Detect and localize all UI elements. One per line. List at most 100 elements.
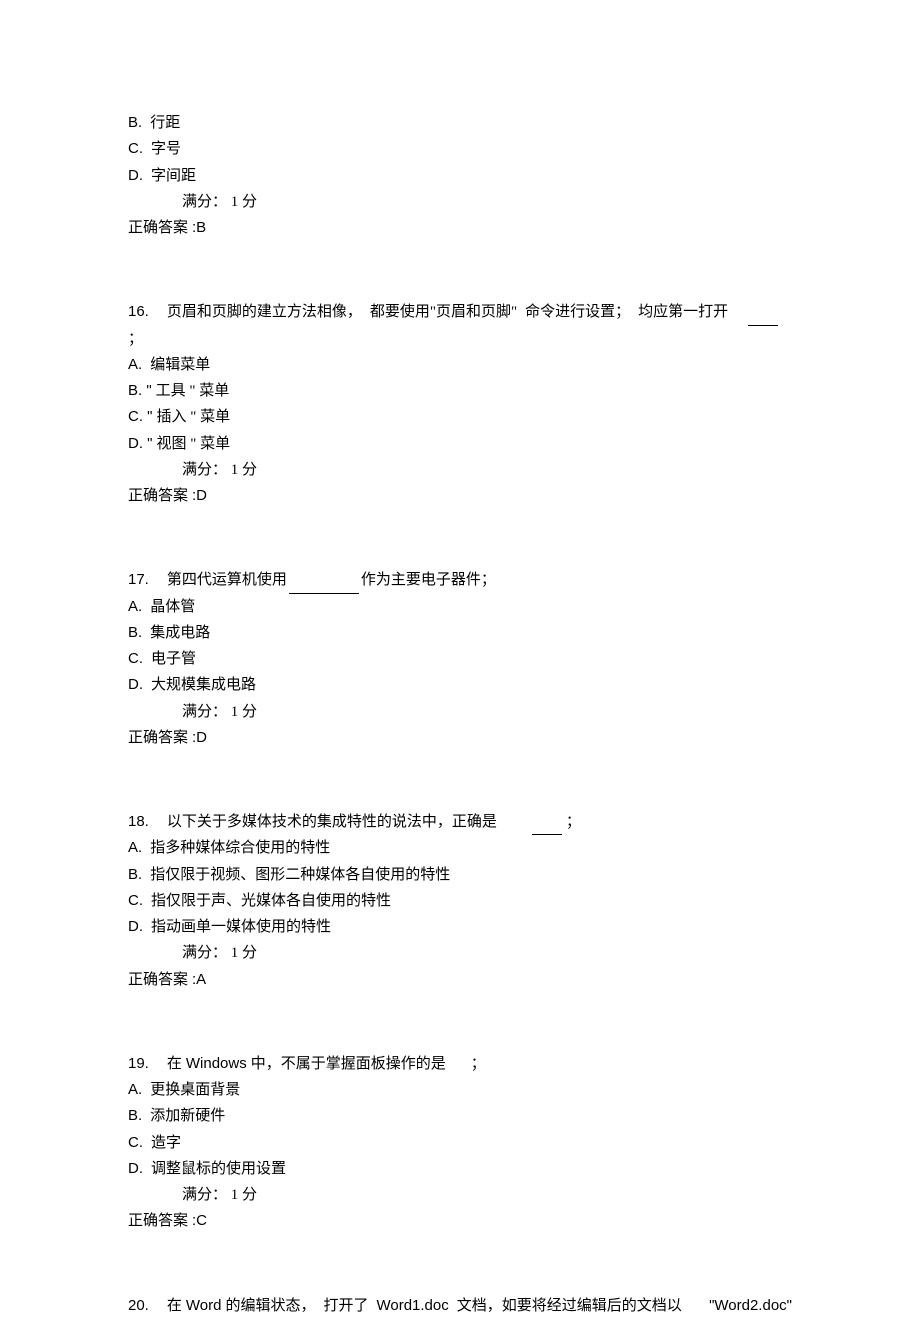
option-c: C. 造字 — [128, 1130, 792, 1156]
option-label: C. " — [128, 404, 153, 430]
option-text: 指仅限于视频、图形二种媒体各自使用的特性 — [150, 862, 450, 888]
option-label: D. — [128, 1156, 143, 1182]
fill-blank — [289, 567, 359, 593]
option-c: C. 字号 — [128, 136, 792, 162]
answer-value: :A — [192, 971, 206, 988]
question-text: 命令进行设置； — [525, 299, 630, 325]
option-label: A. — [128, 1077, 142, 1103]
option-b: B. 行距 — [128, 110, 792, 136]
question-number: 20. — [128, 1293, 149, 1319]
option-d: D. 指动画单一媒体使用的特性 — [128, 914, 792, 940]
option-label: B. " — [128, 378, 152, 404]
question-header: 19. 在 Windows 中，不属于掌握面板操作的是 ； — [128, 1051, 792, 1077]
question-text: "Word2.doc" — [709, 1293, 792, 1319]
option-a: A. 指多种媒体综合使用的特性 — [128, 835, 792, 861]
option-label: B. — [128, 110, 142, 136]
question-text: 的编辑状态， — [225, 1293, 315, 1319]
option-label: D. — [128, 672, 143, 698]
option-b: B. 指仅限于视频、图形二种媒体各自使用的特性 — [128, 862, 792, 888]
question-15: B. 行距 C. 字号 D. 字间距 满分： 1 分 正确答案:B — [128, 110, 792, 241]
option-d: D. 大规模集成电路 — [128, 672, 792, 698]
option-text: 电子管 — [151, 646, 196, 672]
question-header: 18. 以下关于多媒体技术的集成特性的说法中，正确是 ； — [128, 809, 792, 835]
option-label: C. — [128, 136, 143, 162]
question-text: 作为主要电子器件； — [361, 567, 496, 593]
question-header: 20. 在 Word 的编辑状态， 打开了 Word1.doc 文档，如要将经过… — [128, 1293, 682, 1319]
answer-prefix: 正确答案 — [128, 1213, 188, 1229]
fill-blank — [532, 809, 562, 835]
question-16: 16. 页眉和页脚的建立方法相像， 都要使用"页眉和页脚" 命令进行设置； 均应… — [128, 299, 792, 509]
option-text: 插入 " 菜单 — [157, 404, 231, 430]
option-text: 造字 — [151, 1130, 181, 1156]
answer-line: 正确答案:D — [128, 725, 792, 751]
question-text: 第四代运算机使用 — [167, 567, 287, 593]
answer-line: 正确答案:C — [128, 1208, 792, 1234]
question-text: 都要使用"页眉和页脚" — [370, 299, 517, 325]
option-text: 集成电路 — [150, 620, 210, 646]
option-label: D. " — [128, 431, 153, 457]
option-label: D. — [128, 914, 143, 940]
question-number: 18. — [128, 809, 149, 835]
option-a: A. 更换桌面背景 — [128, 1077, 792, 1103]
question-19: 19. 在 Windows 中，不属于掌握面板操作的是 ； A. 更换桌面背景 … — [128, 1051, 792, 1235]
option-text: 视图 " 菜单 — [157, 431, 231, 457]
question-text: Word1.doc — [376, 1293, 448, 1319]
option-d: D. 调整鼠标的使用设置 — [128, 1156, 792, 1182]
question-number: 17. — [128, 567, 149, 593]
score-line: 满分： 1 分 — [128, 189, 792, 215]
option-text: 调整鼠标的使用设置 — [151, 1156, 286, 1182]
option-c: C. 指仅限于声、光媒体各自使用的特性 — [128, 888, 792, 914]
question-text: 文档，如要将经过编辑后的文档以 — [457, 1293, 682, 1319]
option-text: 工具 " 菜单 — [156, 378, 230, 404]
question-text: Windows — [186, 1051, 247, 1077]
option-d: D. 字间距 — [128, 163, 792, 189]
option-text: 大规模集成电路 — [151, 672, 256, 698]
option-text: 指动画单一媒体使用的特性 — [151, 914, 331, 940]
question-17: 17. 第四代运算机使用 作为主要电子器件； A. 晶体管 B. 集成电路 C.… — [128, 567, 792, 751]
question-text: 中，不属于掌握面板操作的是 — [251, 1051, 446, 1077]
option-a: A. 编辑菜单 — [128, 352, 792, 378]
question-text: ； — [128, 326, 143, 352]
answer-value: :C — [192, 1212, 207, 1229]
question-text: ； — [471, 1051, 486, 1077]
question-text: 在 — [167, 1051, 182, 1077]
answer-value: :D — [192, 729, 207, 746]
option-text: 字号 — [151, 136, 181, 162]
question-header: 17. 第四代运算机使用 作为主要电子器件； — [128, 567, 792, 593]
question-number: 19. — [128, 1051, 149, 1077]
question-text: 以下关于多媒体技术的集成特性的说法中，正确是 — [167, 809, 497, 835]
answer-line: 正确答案:D — [128, 483, 792, 509]
option-label: D. — [128, 163, 143, 189]
answer-line: 正确答案:B — [128, 215, 792, 241]
option-label: B. — [128, 862, 142, 888]
option-b: B. 添加新硬件 — [128, 1103, 792, 1129]
question-text: Word — [186, 1293, 222, 1319]
answer-prefix: 正确答案 — [128, 972, 188, 988]
option-b: B. 集成电路 — [128, 620, 792, 646]
fill-blank — [748, 299, 778, 325]
question-header: 16. 页眉和页脚的建立方法相像， 都要使用"页眉和页脚" 命令进行设置； 均应… — [128, 299, 792, 352]
question-text: 打开了 — [323, 1293, 368, 1319]
answer-value: :B — [192, 219, 206, 236]
question-text: ； — [566, 809, 581, 835]
score-line: 满分： 1 分 — [128, 457, 792, 483]
question-number: 16. — [128, 299, 149, 325]
answer-line: 正确答案:A — [128, 967, 792, 993]
question-text: 均应第一打开 — [638, 299, 728, 325]
option-text: 指多种媒体综合使用的特性 — [150, 835, 330, 861]
score-line: 满分： 1 分 — [128, 940, 792, 966]
answer-value: :D — [192, 487, 207, 504]
option-c: C. 电子管 — [128, 646, 792, 672]
answer-prefix: 正确答案 — [128, 730, 188, 746]
answer-prefix: 正确答案 — [128, 488, 188, 504]
option-text: 指仅限于声、光媒体各自使用的特性 — [151, 888, 391, 914]
option-text: 添加新硬件 — [150, 1103, 225, 1129]
answer-prefix: 正确答案 — [128, 220, 188, 236]
option-text: 行距 — [150, 110, 180, 136]
option-label: C. — [128, 888, 143, 914]
option-text: 编辑菜单 — [150, 352, 210, 378]
score-line: 满分： 1 分 — [128, 1182, 792, 1208]
question-text: 页眉和页脚的建立方法相像， — [167, 299, 362, 325]
option-b: B. " 工具 " 菜单 — [128, 378, 792, 404]
option-d: D. " 视图 " 菜单 — [128, 431, 792, 457]
